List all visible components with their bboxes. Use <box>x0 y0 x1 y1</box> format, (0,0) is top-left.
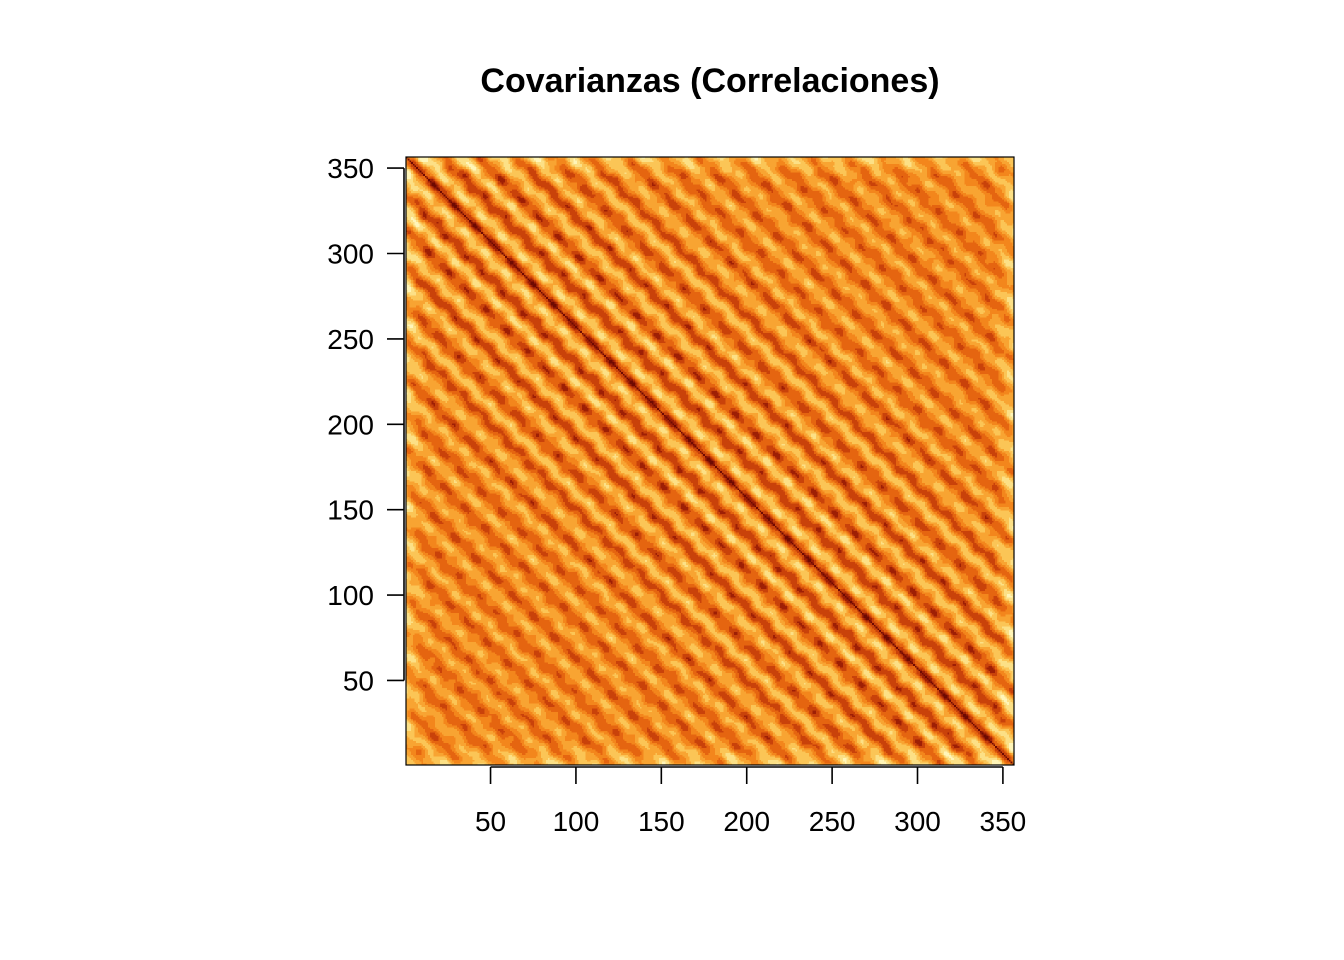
x-tick-label: 50 <box>475 806 506 837</box>
y-tick-label: 200 <box>327 409 374 440</box>
y-tick-label: 50 <box>343 665 374 696</box>
x-axis: 50 100 150 200 250 300 350 <box>475 766 1027 837</box>
y-tick-label: 100 <box>327 580 374 611</box>
x-tick-label: 300 <box>894 806 941 837</box>
plot-area <box>405 156 1015 766</box>
y-tick-label: 250 <box>327 324 374 355</box>
y-tick-label: 150 <box>327 495 374 526</box>
x-tick-label: 200 <box>723 806 770 837</box>
plot-frame <box>405 156 1015 766</box>
y-tick-label: 350 <box>327 153 374 184</box>
x-tick-label: 350 <box>980 806 1027 837</box>
x-tick-label: 150 <box>638 806 685 837</box>
x-tick-label: 250 <box>809 806 856 837</box>
chart-title: Covarianzas (Correlaciones) <box>480 62 939 100</box>
heatmap-cells <box>406 157 1014 765</box>
y-tick-label: 300 <box>327 238 374 269</box>
x-tick-label: 100 <box>553 806 600 837</box>
y-axis: 50 100 150 200 250 300 350 <box>327 153 405 696</box>
